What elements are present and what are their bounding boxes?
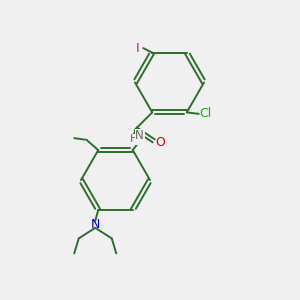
Text: Cl: Cl: [200, 107, 212, 120]
Text: O: O: [155, 136, 165, 149]
Text: N: N: [135, 129, 144, 142]
Text: N: N: [91, 218, 100, 231]
Text: I: I: [135, 42, 139, 55]
Text: H: H: [130, 134, 138, 145]
